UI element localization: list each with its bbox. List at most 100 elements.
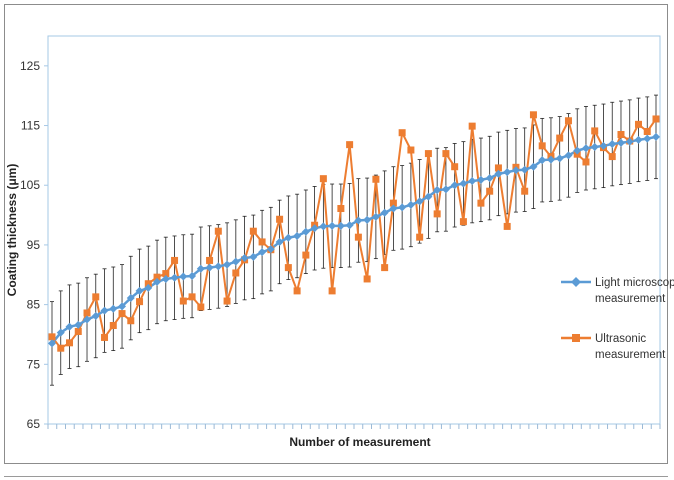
light-microscope-point (503, 168, 512, 177)
light-microscope-point (144, 283, 153, 292)
light-microscope-point (196, 264, 205, 273)
light-microscope-point (450, 181, 459, 190)
ultrasonic-point (101, 333, 109, 341)
legend-item-light: Light microscope measurement (561, 277, 674, 305)
ultrasonic-point (424, 150, 432, 158)
ultrasonic-point (652, 115, 660, 123)
legend-label-light-line2: measurement (595, 293, 666, 305)
ultrasonic-point (381, 264, 389, 272)
light-microscope-point (380, 208, 389, 217)
light-microscope-point (328, 221, 337, 230)
light-microscope-point (266, 245, 275, 254)
light-microscope-point (389, 204, 398, 213)
ultrasonic-point (363, 275, 371, 283)
legend-marker-light (571, 277, 581, 287)
ultrasonic-point (293, 287, 301, 295)
series-line-ultrasonic (51, 113, 657, 350)
ultrasonic-point (529, 111, 537, 119)
ultrasonic-point (521, 187, 529, 195)
light-microscope-point (258, 248, 267, 257)
light-microscope-point (573, 146, 582, 155)
light-microscope-point (240, 254, 249, 263)
ultrasonic-point (127, 317, 135, 325)
light-microscope-point (424, 192, 433, 201)
x-axis (47, 423, 661, 429)
ultrasonic-point (109, 322, 117, 330)
light-microscope-point (634, 135, 643, 144)
light-microscope-point (616, 138, 625, 147)
ultrasonic-point (468, 122, 476, 130)
light-microscope-point (275, 237, 284, 246)
light-microscope-point (231, 257, 240, 266)
legend-label-ultra-line2: measurement (595, 349, 666, 361)
light-microscope-point (599, 141, 608, 150)
ultrasonic-point (319, 175, 327, 183)
ultrasonic-point (451, 163, 459, 171)
x-axis-title: Number of measurement (289, 435, 430, 449)
ultrasonic-point (57, 344, 65, 352)
light-microscope-point (319, 222, 328, 231)
ultrasonic-point (276, 215, 284, 223)
light-microscope-point (476, 175, 485, 184)
light-microscope-point (441, 185, 450, 194)
legend-item-ultra: Ultrasonic measurement (561, 333, 666, 361)
light-microscope-point (546, 155, 555, 164)
light-microscope-point (564, 151, 573, 160)
ultrasonic-point (459, 218, 467, 226)
light-microscope-point (56, 328, 65, 337)
light-microscope-point (188, 271, 197, 280)
light-microscope-point (625, 137, 634, 146)
series-line-light-microscope (51, 135, 657, 345)
series-lines (51, 113, 657, 350)
ultrasonic-point (354, 233, 362, 241)
light-microscope-point (170, 273, 179, 282)
ultrasonic-point (48, 333, 56, 341)
light-microscope-point (135, 286, 144, 295)
ultrasonic-point (372, 175, 380, 183)
light-microscope-point (511, 166, 520, 175)
ultrasonic-point (617, 130, 625, 138)
legend-label-light-line1: Light microscope (595, 277, 674, 289)
ultrasonic-point (179, 297, 187, 305)
light-microscope-point (643, 134, 652, 143)
ultrasonic-point (118, 310, 126, 318)
light-microscope-point (608, 140, 617, 149)
ultrasonic-point (83, 309, 91, 317)
ultrasonic-point (144, 280, 152, 288)
ultrasonic-point (197, 303, 205, 311)
light-microscope-point (538, 156, 547, 165)
ultrasonic-point (433, 210, 441, 218)
ultrasonic-point (328, 287, 336, 295)
legend-label-ultra-line1: Ultrasonic (595, 333, 646, 345)
y-tick-label: 115 (21, 119, 40, 133)
light-microscope-point (214, 262, 223, 271)
light-microscope-point (433, 186, 442, 195)
light-microscope-point (485, 174, 494, 183)
ultrasonic-point (302, 251, 310, 259)
ultrasonic-point (66, 339, 74, 347)
plot-area-border (47, 35, 661, 425)
ultrasonic-point (564, 117, 572, 125)
light-microscope-point (74, 320, 83, 329)
ultrasonic-point (477, 199, 485, 207)
light-microscope-point (459, 179, 468, 188)
ultrasonic-point (398, 129, 406, 137)
legend: Light microscope measurement Ultrasonic … (561, 277, 674, 361)
ultrasonic-point (337, 205, 345, 213)
light-microscope-point (406, 200, 415, 209)
light-microscope-point (223, 260, 232, 269)
y-tick-label: 105 (20, 178, 40, 192)
light-microscope-point (249, 252, 258, 261)
ultrasonic-point (416, 233, 424, 241)
y-axis-title: Coating thickness (μm) (5, 164, 19, 297)
y-tick-label: 125 (20, 59, 40, 73)
light-microscope-point (65, 322, 74, 331)
light-microscope-point (371, 212, 380, 221)
ultrasonic-point (206, 256, 214, 264)
light-microscope-point (109, 304, 118, 313)
light-microscope-point (126, 294, 135, 303)
legend-marker-ultra (572, 334, 580, 342)
light-microscope-point (301, 227, 310, 236)
ultrasonic-point (223, 297, 231, 305)
